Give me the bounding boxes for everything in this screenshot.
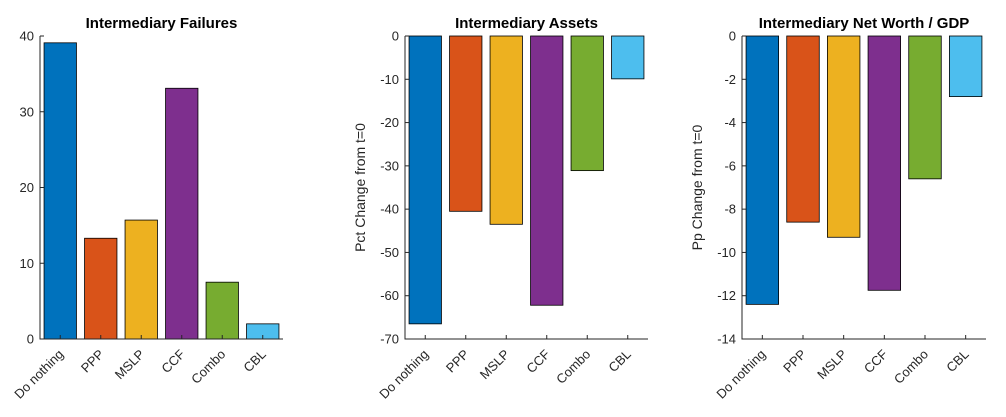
y-tick-label: -30 — [380, 158, 399, 173]
x-tick-label: Combo — [188, 347, 228, 387]
bar-combo — [205, 281, 239, 340]
y-tick-label: -60 — [380, 288, 399, 303]
y-tick-label: 30 — [20, 104, 34, 119]
x-tick-label: Combo — [891, 347, 931, 387]
y-tick-label: -12 — [717, 288, 736, 303]
bar-mslp — [124, 219, 158, 340]
y-tick-label: -10 — [717, 245, 736, 260]
y-tick-label: -8 — [724, 202, 736, 217]
bar-ccf — [867, 35, 901, 291]
x-tick-label: CBL — [240, 347, 268, 375]
y-tick-label: 10 — [20, 256, 34, 271]
bar-combo — [908, 35, 942, 180]
y-tick-label: -14 — [717, 332, 736, 347]
y-axis-label: Pp Change from t=0 — [689, 124, 705, 250]
bar-do-nothing — [745, 35, 779, 305]
bar-combo — [570, 35, 604, 172]
x-tick-label: Do nothing — [376, 347, 431, 402]
chart-panel-3: Intermediary Net Worth / GDP -14 -12 -10 -8 -… — [689, 15, 986, 402]
bar-mslp — [489, 35, 523, 225]
x-tick-label: Combo — [553, 347, 593, 387]
x-tick-label: Do nothing — [11, 347, 66, 402]
x-tick-label: MSLP — [477, 347, 513, 383]
x-tick-label: PPP — [780, 347, 809, 376]
bar-ppp — [449, 35, 483, 212]
bar-cbl — [611, 35, 645, 80]
bar-do-nothing — [43, 42, 77, 340]
x-tick-label: MSLP — [814, 347, 850, 383]
bar-do-nothing — [408, 35, 442, 325]
x-tick-label: Do nothing — [713, 347, 768, 402]
y-tick-label: -10 — [380, 72, 399, 87]
y-tick-label: 0 — [27, 332, 34, 347]
bar-mslp — [827, 35, 861, 238]
y-tick-label: -6 — [724, 158, 736, 173]
bar-ppp — [84, 237, 118, 340]
chart-title: Intermediary Assets — [455, 15, 598, 32]
bar-ccf — [530, 35, 564, 306]
x-tick-label: PPP — [443, 347, 472, 376]
x-tick-label: CCF — [158, 346, 188, 376]
y-tick-label: -20 — [380, 115, 399, 130]
bar-ppp — [786, 35, 820, 223]
chart-title: Intermediary Net Worth / GDP — [759, 15, 970, 32]
chart-panel-2: Intermediary Assets -70 -60 -50 -40 -30 -20 -10… — [352, 15, 648, 402]
y-tick-label: 40 — [20, 29, 34, 44]
y-axis-label: Pct Change from t=0 — [352, 123, 368, 252]
chart-panel-1: Intermediary Failures 0 10 20 30 40 Do nothing… — [11, 15, 283, 402]
y-tick-label: -70 — [380, 332, 399, 347]
y-tick-label: -4 — [724, 115, 736, 130]
y-tick-label: -40 — [380, 202, 399, 217]
y-tick-label: -50 — [380, 245, 399, 260]
bar-cbl — [949, 35, 983, 97]
x-tick-label: CBL — [605, 347, 633, 375]
chart-title: Intermediary Failures — [86, 15, 238, 32]
bar-ccf — [165, 87, 199, 340]
x-tick-label: CCF — [523, 346, 553, 376]
x-tick-label: CCF — [861, 346, 891, 376]
x-tick-label: CBL — [943, 347, 971, 375]
x-tick-label: PPP — [78, 347, 107, 376]
y-tick-label: -2 — [724, 72, 736, 87]
x-tick-label: MSLP — [112, 347, 148, 383]
y-tick-label: 0 — [392, 29, 399, 44]
y-tick-label: 20 — [20, 180, 34, 195]
y-tick-label: 0 — [729, 29, 736, 44]
